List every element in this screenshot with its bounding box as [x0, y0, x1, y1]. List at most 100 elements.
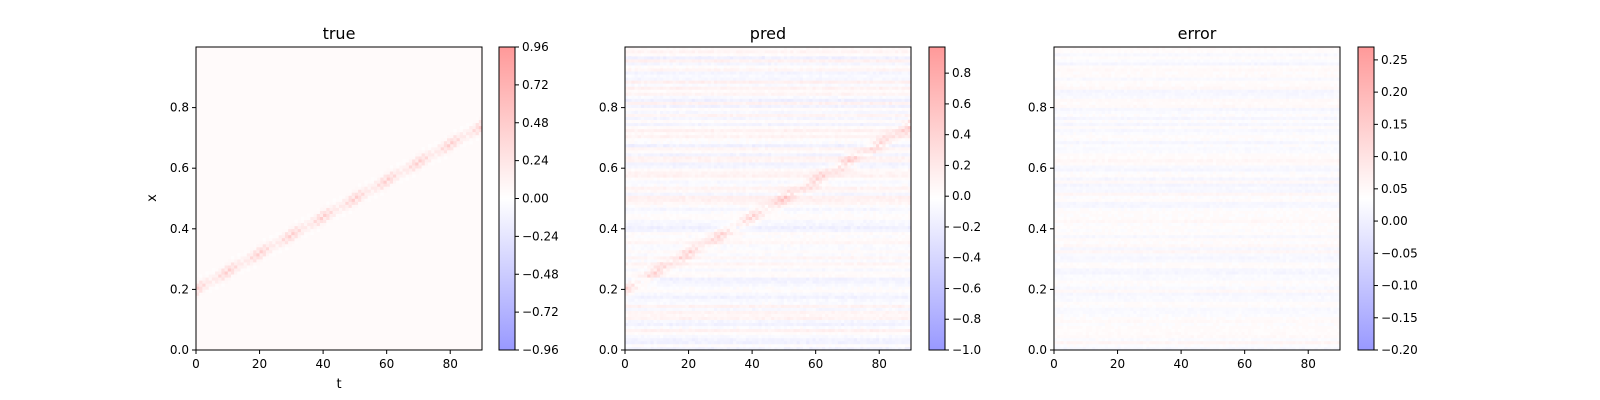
heatmap-cell [806, 325, 810, 330]
heatmap-cell [405, 168, 410, 172]
heatmap-cell [682, 201, 686, 205]
heatmap-cell [698, 228, 702, 233]
heatmap-cell [879, 304, 883, 308]
heatmap-cell [739, 231, 743, 236]
heatmap-cell [736, 334, 740, 339]
heatmap-cell [856, 274, 861, 278]
heatmap-cell [783, 310, 788, 314]
heatmap-cell [669, 225, 673, 230]
heatmap-cell [879, 280, 883, 284]
heatmap-cell [625, 228, 629, 233]
heatmap-cell [748, 219, 753, 224]
heatmap-cell [764, 304, 769, 308]
heatmap-cell [393, 180, 397, 184]
heatmap-cell [713, 301, 718, 305]
heatmap-cell [694, 189, 699, 193]
heatmap-cell [907, 313, 912, 317]
heatmap-cell [748, 234, 753, 239]
heatmap-cell [739, 304, 743, 308]
heatmap-cell [666, 334, 670, 339]
heatmap-cell [478, 119, 483, 124]
heatmap-cell [666, 328, 670, 333]
heatmap-cell [275, 250, 279, 254]
heatmap-cell [818, 304, 823, 308]
heatmap-cell [234, 268, 238, 272]
heatmap-cell [663, 256, 667, 260]
heatmap-cell [723, 201, 727, 205]
heatmap-cell [653, 237, 658, 242]
heatmap-cell [707, 204, 712, 208]
heatmap-cell [860, 328, 864, 333]
heatmap-cell [688, 331, 693, 336]
heatmap-cell [802, 250, 807, 254]
heatmap-cell [844, 289, 848, 293]
heatmap-cell [675, 201, 680, 205]
heatmap-cell [672, 213, 677, 217]
heatmap-cell [869, 253, 874, 257]
heatmap-cell [790, 316, 794, 320]
heatmap-cell [717, 301, 721, 305]
heatmap-cell [736, 262, 740, 266]
heatmap-cell [834, 207, 839, 211]
heatmap-cell [882, 298, 886, 302]
heatmap-cell [790, 246, 794, 251]
heatmap-cell [853, 316, 858, 320]
heatmap-cell [847, 298, 851, 302]
heatmap-cell [771, 343, 775, 348]
heatmap-cell [726, 331, 731, 336]
heatmap-cell [831, 189, 836, 193]
heatmap-cell [802, 292, 807, 296]
heatmap-cell [742, 201, 747, 205]
heatmap-cell [625, 189, 629, 193]
heatmap-cell [682, 207, 686, 211]
heatmap-cell [354, 192, 359, 196]
heatmap-cell [736, 322, 740, 327]
heatmap-cell [806, 198, 810, 202]
heatmap-cell [666, 274, 670, 278]
heatmap-cell [237, 268, 241, 272]
heatmap-cell [316, 219, 321, 224]
heatmap-cell [726, 231, 731, 236]
heatmap-cell [793, 295, 797, 299]
y-tick-label: 0.2 [170, 282, 189, 296]
heatmap-cell [825, 231, 829, 236]
heatmap-cell [710, 310, 715, 314]
heatmap-cell [809, 259, 813, 263]
heatmap-cell [755, 240, 759, 245]
heatmap-cell [688, 219, 693, 224]
heatmap-cell [768, 195, 772, 199]
heatmap-cell [656, 237, 661, 242]
heatmap-cell [822, 195, 826, 199]
heatmap-cell [672, 280, 677, 284]
heatmap-cell [628, 334, 632, 339]
heatmap-cell [828, 304, 832, 308]
heatmap-cell [758, 259, 762, 263]
heatmap-cell [745, 334, 750, 339]
heatmap-cell [227, 277, 232, 281]
heatmap-cell [640, 265, 645, 269]
heatmap-cell [659, 283, 664, 287]
heatmap-cell [863, 292, 867, 296]
heatmap-cell [628, 340, 632, 345]
heatmap-cell [898, 340, 902, 345]
heatmap-cell [774, 337, 778, 342]
heatmap-cell [895, 262, 899, 266]
heatmap-cell [729, 307, 734, 311]
heatmap-cell [774, 222, 778, 227]
heatmap-cell [631, 246, 635, 251]
heatmap-cell [339, 204, 343, 208]
heatmap-cell [408, 165, 413, 169]
heatmap-cell [221, 277, 225, 281]
heatmap-cell [682, 231, 686, 236]
heatmap-cell [653, 292, 658, 296]
heatmap-cell [650, 328, 654, 333]
heatmap-cell [688, 274, 693, 278]
heatmap-cell [723, 231, 727, 236]
heatmap-cell [812, 192, 816, 196]
heatmap-cell [723, 210, 727, 214]
heatmap-cell [739, 259, 743, 263]
heatmap-cell [768, 280, 772, 284]
heatmap-cell [787, 219, 791, 224]
heatmap-cell [691, 304, 696, 308]
heatmap-cell [370, 186, 375, 190]
